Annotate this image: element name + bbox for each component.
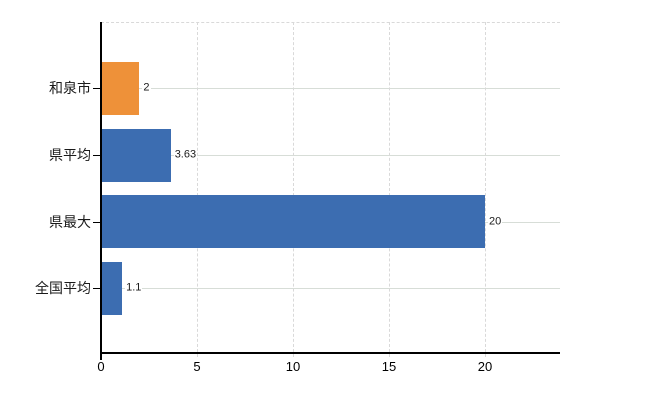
bar (102, 128, 171, 182)
bar-value-label: 20 (488, 214, 503, 229)
x-axis-tick-label: 0 (97, 359, 105, 374)
bar-value-label: 2 (142, 81, 151, 95)
y-axis-line (100, 22, 102, 360)
v-gridline (485, 22, 486, 357)
x-axis-tick-label: 10 (285, 359, 301, 374)
bar-value-label: 3.63 (173, 148, 198, 162)
bar (102, 195, 485, 248)
category-label: 全国平均 (35, 280, 91, 296)
h-gridline (101, 288, 560, 289)
x-axis-tick-label: 15 (381, 359, 397, 374)
bar (102, 261, 123, 315)
v-gridline (293, 22, 294, 357)
v-gridline (389, 22, 390, 357)
x-axis-tick-label: 20 (477, 359, 493, 374)
bar (102, 61, 140, 115)
category-tick (93, 155, 101, 156)
h-gridline (101, 88, 560, 89)
plot-top-border (101, 22, 560, 23)
x-axis-tick-label: 5 (193, 359, 201, 374)
category-label: 県最大 (49, 213, 91, 230)
v-gridline (197, 22, 198, 357)
category-tick (93, 221, 101, 223)
bar-value-label: 1.1 (125, 281, 143, 295)
category-label: 県平均 (49, 147, 91, 163)
category-tick (93, 288, 101, 289)
category-label: 和泉市 (49, 80, 91, 96)
category-tick (93, 88, 101, 89)
x-axis-line (100, 352, 560, 354)
h-gridline (101, 155, 560, 156)
